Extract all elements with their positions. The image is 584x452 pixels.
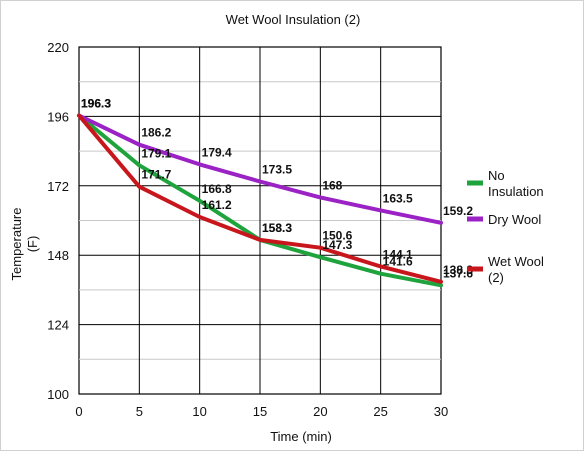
data-label-s2-6: 138.8	[443, 263, 473, 277]
y-tick-label-4: 196	[47, 109, 69, 124]
legend-label-0-0: No	[488, 168, 505, 183]
data-label-s0-3: 158.3	[262, 221, 292, 235]
data-label-s2-2: 161.2	[202, 198, 232, 212]
series-line-2	[77, 113, 443, 284]
x-tick-label-5: 25	[373, 404, 387, 419]
data-label-s1-1: 186.2	[141, 126, 171, 140]
x-tick-label-4: 20	[313, 404, 327, 419]
grid-lines	[79, 47, 441, 394]
x-tick-label-2: 10	[192, 404, 206, 419]
data-label-s0-4: 147.3	[322, 238, 352, 252]
data-label-s0-5: 141.6	[383, 255, 413, 269]
series-lines	[77, 113, 443, 288]
y-tick-label-0: 100	[47, 387, 69, 402]
chart-title: Wet Wool Insulation (2)	[226, 12, 361, 27]
data-label-s1-4: 168	[322, 178, 342, 192]
data-label-s2-0: 196.3	[81, 97, 111, 111]
x-tick-label-1: 5	[136, 404, 143, 419]
data-label-s1-0: 196.3	[81, 97, 111, 111]
x-tick-label-6: 30	[434, 404, 448, 419]
axis-tick-labels: 100 124 148 172 196 220 0 5 10 15 20 25 30	[47, 40, 448, 419]
legend-label-1-0: Dry Wool	[488, 212, 541, 227]
data-label-s0-2: 166.8	[202, 182, 232, 196]
data-labels: 196.3179.1166.8158.3147.3141.6137.6196.3…	[81, 97, 473, 281]
data-label-s2-3: 153.3	[262, 221, 292, 235]
y-axis-label-line-2: (F)	[25, 236, 40, 253]
data-label-s1-2: 179.4	[202, 145, 232, 159]
data-label-s1-5: 163.5	[383, 191, 413, 205]
legend-label-0-1: Insulation	[488, 184, 544, 199]
y-axis-label-line-1: Temperature	[9, 208, 24, 281]
data-label-s1-3: 173.5	[262, 162, 292, 176]
x-tick-label-3: 15	[253, 404, 267, 419]
data-label-s0-0: 196.3	[81, 97, 111, 111]
data-label-s2-5: 144.1	[383, 247, 413, 261]
data-label-s2-4: 150.6	[322, 229, 352, 243]
legend-label-2-0: Wet Wool	[488, 254, 544, 269]
data-label-s2-1: 171.7	[141, 168, 171, 182]
y-tick-label-2: 148	[47, 248, 69, 263]
data-label-s0-6: 137.6	[443, 266, 473, 280]
data-label-s0-1: 179.1	[141, 146, 171, 160]
y-tick-label-1: 124	[47, 318, 69, 333]
y-tick-label-3: 172	[47, 179, 69, 194]
y-tick-label-5: 220	[47, 40, 69, 55]
data-label-s1-6: 159.2	[443, 204, 473, 218]
legend-label-2-1: (2)	[488, 270, 504, 285]
x-tick-label-0: 0	[75, 404, 82, 419]
series-line-1	[77, 113, 443, 225]
x-axis-label: Time (min)	[270, 429, 332, 444]
